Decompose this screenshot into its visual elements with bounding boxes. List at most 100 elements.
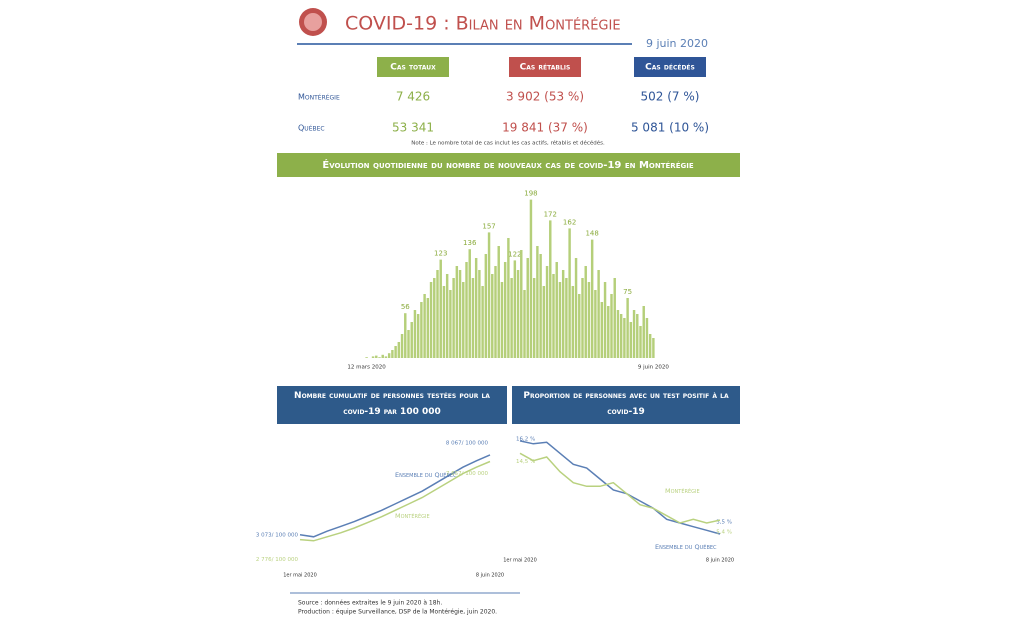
bar — [607, 306, 610, 358]
bar — [394, 346, 397, 358]
cell: 3 902 (53 %) — [506, 90, 584, 104]
bar — [397, 342, 401, 358]
bar — [404, 313, 407, 358]
bar — [423, 294, 426, 358]
bar — [487, 232, 491, 358]
cell: 502 (7 %) — [641, 90, 700, 104]
column-header: Cas rétablis — [520, 63, 571, 73]
data-label: 3 073/ 100 000 — [256, 532, 299, 538]
bar — [436, 270, 439, 358]
data-label: 198 — [524, 190, 537, 198]
banner-title: Évolution quotidienne du nombre de nouve… — [322, 158, 693, 171]
bar — [516, 270, 520, 358]
series-name: Montérégie — [395, 512, 430, 520]
bar — [513, 260, 517, 358]
bar — [455, 266, 459, 358]
cell: 19 841 (37 %) — [502, 121, 588, 135]
bar — [484, 254, 488, 358]
bar — [449, 290, 452, 358]
footer-text: Source : données extraites le 9 juin 202… — [298, 600, 442, 607]
data-label: 8 067/ 100 000 — [446, 440, 489, 446]
data-label: 75 — [623, 288, 632, 296]
bar — [445, 274, 449, 358]
bar — [539, 254, 542, 358]
bar — [639, 326, 642, 358]
bar — [497, 246, 500, 358]
bar — [375, 355, 378, 358]
data-label: 157 — [482, 222, 495, 230]
bar — [500, 282, 504, 358]
bar — [365, 357, 368, 358]
column-header-bg — [634, 57, 706, 77]
date: 9 juin 2020 — [646, 37, 708, 50]
series-line — [299, 454, 491, 538]
bar — [565, 278, 568, 358]
bar — [442, 286, 446, 358]
bar — [603, 282, 607, 358]
bar — [532, 278, 536, 358]
data-label: 123 — [434, 250, 447, 258]
bar — [400, 334, 404, 358]
bar — [471, 278, 475, 358]
table-note: Note : Le nombre total de cas inclut les… — [411, 140, 605, 147]
data-label: 136 — [463, 239, 477, 247]
bar — [648, 334, 652, 358]
bar — [545, 266, 549, 358]
bar — [581, 278, 584, 358]
bar — [578, 294, 581, 358]
bar — [542, 286, 546, 358]
bar — [468, 249, 471, 358]
banner-title: Proportion de personnes avec un test pos… — [523, 391, 729, 417]
bar — [590, 239, 594, 358]
bar — [619, 314, 623, 358]
bar — [494, 266, 497, 358]
x-tick-label: 9 juin 2020 — [638, 365, 670, 371]
bar — [458, 270, 462, 358]
footer-text: Production : équipe Surveillance, DSP de… — [298, 609, 497, 616]
series-line — [519, 440, 721, 535]
bar — [439, 259, 442, 358]
bar — [571, 286, 575, 358]
bar — [410, 322, 413, 358]
bar — [652, 338, 655, 358]
bar — [378, 357, 381, 358]
bar — [574, 258, 578, 358]
bar — [642, 306, 645, 358]
bar — [600, 302, 604, 358]
bar — [568, 228, 571, 358]
bar — [613, 278, 616, 358]
bar — [520, 250, 523, 358]
column-header-bg — [509, 57, 581, 77]
x-tick-label: 1er mai 2020 — [283, 573, 317, 579]
data-label: 3,5 % — [716, 520, 732, 526]
bar — [416, 314, 420, 358]
bar — [523, 290, 526, 358]
bar — [616, 310, 620, 358]
bar — [413, 310, 417, 358]
bar — [462, 282, 465, 358]
data-label: 148 — [585, 230, 598, 238]
bar — [371, 356, 375, 358]
bar — [391, 350, 394, 358]
banner-box: Proportion de personnes avec un test pos… — [523, 391, 729, 417]
banner — [277, 386, 507, 424]
data-label: 16,2 % — [516, 436, 535, 442]
banner-box: Nombre cumulatif de personnes testées po… — [294, 391, 490, 417]
bar — [636, 314, 639, 358]
x-tick-label: 8 juin 2020 — [706, 558, 734, 564]
bar — [594, 290, 597, 358]
bar — [587, 282, 591, 358]
bar — [474, 258, 478, 358]
bar — [420, 302, 423, 358]
bar — [632, 310, 636, 358]
column-header: Cas totaux — [390, 63, 436, 73]
bar — [623, 318, 626, 358]
bar — [626, 298, 629, 358]
series-name: Montérégie — [665, 487, 700, 495]
bar — [433, 278, 436, 358]
bar — [491, 274, 494, 358]
x-tick-label: 1er mai 2020 — [503, 558, 537, 564]
series-name: Ensemble du Québec — [655, 543, 717, 551]
bar — [507, 238, 510, 358]
